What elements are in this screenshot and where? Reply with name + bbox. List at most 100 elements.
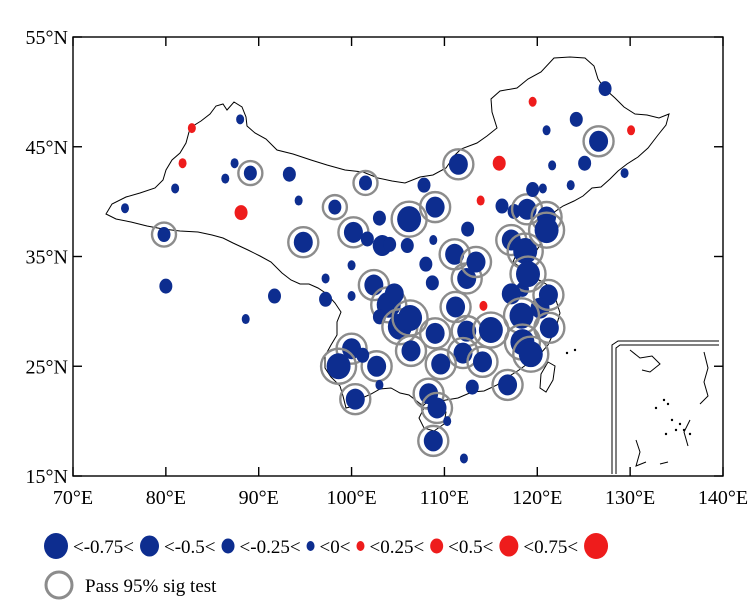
y-tick-label: 35°N — [26, 247, 68, 269]
station-dot — [343, 221, 363, 243]
station-marker — [372, 210, 386, 226]
coastal-island-dot — [573, 348, 577, 352]
x-tick-label: 90°E — [239, 487, 279, 509]
station-dot — [507, 204, 521, 220]
station-marker — [319, 347, 358, 385]
station-marker — [187, 123, 196, 134]
significance-ring — [509, 255, 547, 293]
station-dot — [495, 198, 509, 214]
station-marker — [459, 245, 493, 279]
station-dot — [400, 238, 414, 254]
station-marker — [171, 183, 180, 194]
station-dot — [236, 114, 245, 125]
station-dot — [620, 168, 629, 179]
station-marker — [538, 183, 547, 194]
station-marker — [425, 275, 439, 291]
station-dot — [627, 125, 636, 136]
station-marker — [620, 168, 629, 179]
station-marker — [417, 177, 431, 193]
station-marker — [491, 368, 524, 402]
legend-label: <-0.75< — [73, 537, 134, 558]
station-dot — [445, 243, 465, 265]
station-marker — [400, 238, 414, 254]
significance-ring — [532, 278, 565, 312]
station-marker — [394, 334, 428, 368]
station-marker — [424, 347, 457, 381]
station-marker — [321, 193, 349, 221]
station-marker — [443, 416, 452, 427]
station-marker — [466, 345, 499, 379]
station-marker — [230, 158, 239, 169]
station-dot — [345, 388, 365, 410]
station-marker — [383, 236, 397, 252]
station-marker — [319, 291, 333, 307]
station-dot — [419, 256, 433, 272]
x-tick-label: 110°E — [420, 487, 469, 509]
station-dot — [293, 231, 313, 253]
station-dot — [528, 96, 537, 107]
station-marker — [159, 278, 173, 294]
station-marker — [178, 158, 187, 169]
station-dot — [534, 217, 559, 244]
station-marker — [495, 198, 509, 214]
y-tick-label: 45°N — [26, 137, 68, 159]
station-dot — [431, 353, 451, 375]
significance-ring — [357, 268, 391, 302]
legend-swatch — [140, 535, 160, 557]
station-dot — [548, 160, 557, 171]
station-dot — [367, 355, 387, 377]
station-marker — [347, 291, 356, 302]
station-dot — [457, 320, 477, 342]
station-dot — [448, 153, 468, 175]
station-dot — [461, 221, 475, 237]
station-dot — [234, 205, 248, 221]
station-marker — [569, 111, 583, 127]
station-marker — [150, 221, 178, 248]
station-dot — [294, 195, 303, 206]
station-dot — [230, 158, 239, 169]
station-dot — [465, 379, 479, 395]
station-marker — [234, 205, 248, 221]
station-marker — [339, 382, 372, 416]
significance-ring — [442, 148, 475, 181]
station-dot — [384, 283, 404, 305]
y-tick-label: 25°N — [26, 356, 68, 378]
station-marker — [438, 238, 471, 271]
taiwan-outline — [539, 361, 556, 393]
station-dot — [417, 177, 431, 193]
station-marker — [528, 96, 537, 107]
station-marker — [221, 173, 230, 184]
significance-ring — [420, 391, 454, 425]
station-dot — [121, 203, 129, 214]
station-dot — [321, 273, 330, 284]
station-marker — [509, 255, 547, 293]
station-marker — [578, 155, 592, 171]
legend-swatch — [584, 533, 609, 559]
station-dot — [425, 275, 439, 291]
legend-label: <0.25< — [369, 537, 424, 558]
x-tick-label: 130°E — [605, 487, 655, 509]
station-dot — [542, 125, 551, 136]
significance-ring — [321, 193, 349, 221]
station-marker — [566, 180, 575, 191]
station-dot — [359, 175, 372, 191]
station-dot — [372, 210, 386, 226]
station-dot — [509, 302, 534, 329]
significance-ring — [512, 335, 550, 373]
significance-ring — [394, 334, 428, 368]
significance-ring — [424, 347, 457, 381]
legend-swatch — [306, 541, 315, 551]
station-dot — [446, 296, 466, 318]
station-dot — [516, 261, 540, 288]
legend-swatch — [499, 535, 519, 557]
station-marker — [237, 159, 264, 187]
station-marker — [268, 288, 281, 304]
station-dot — [425, 196, 445, 218]
station-marker — [419, 256, 433, 272]
station-marker — [439, 290, 472, 324]
significance-ring — [418, 190, 452, 224]
significance-ring — [417, 424, 450, 458]
station-dot — [159, 278, 173, 294]
y-tick-label: 15°N — [26, 466, 68, 488]
